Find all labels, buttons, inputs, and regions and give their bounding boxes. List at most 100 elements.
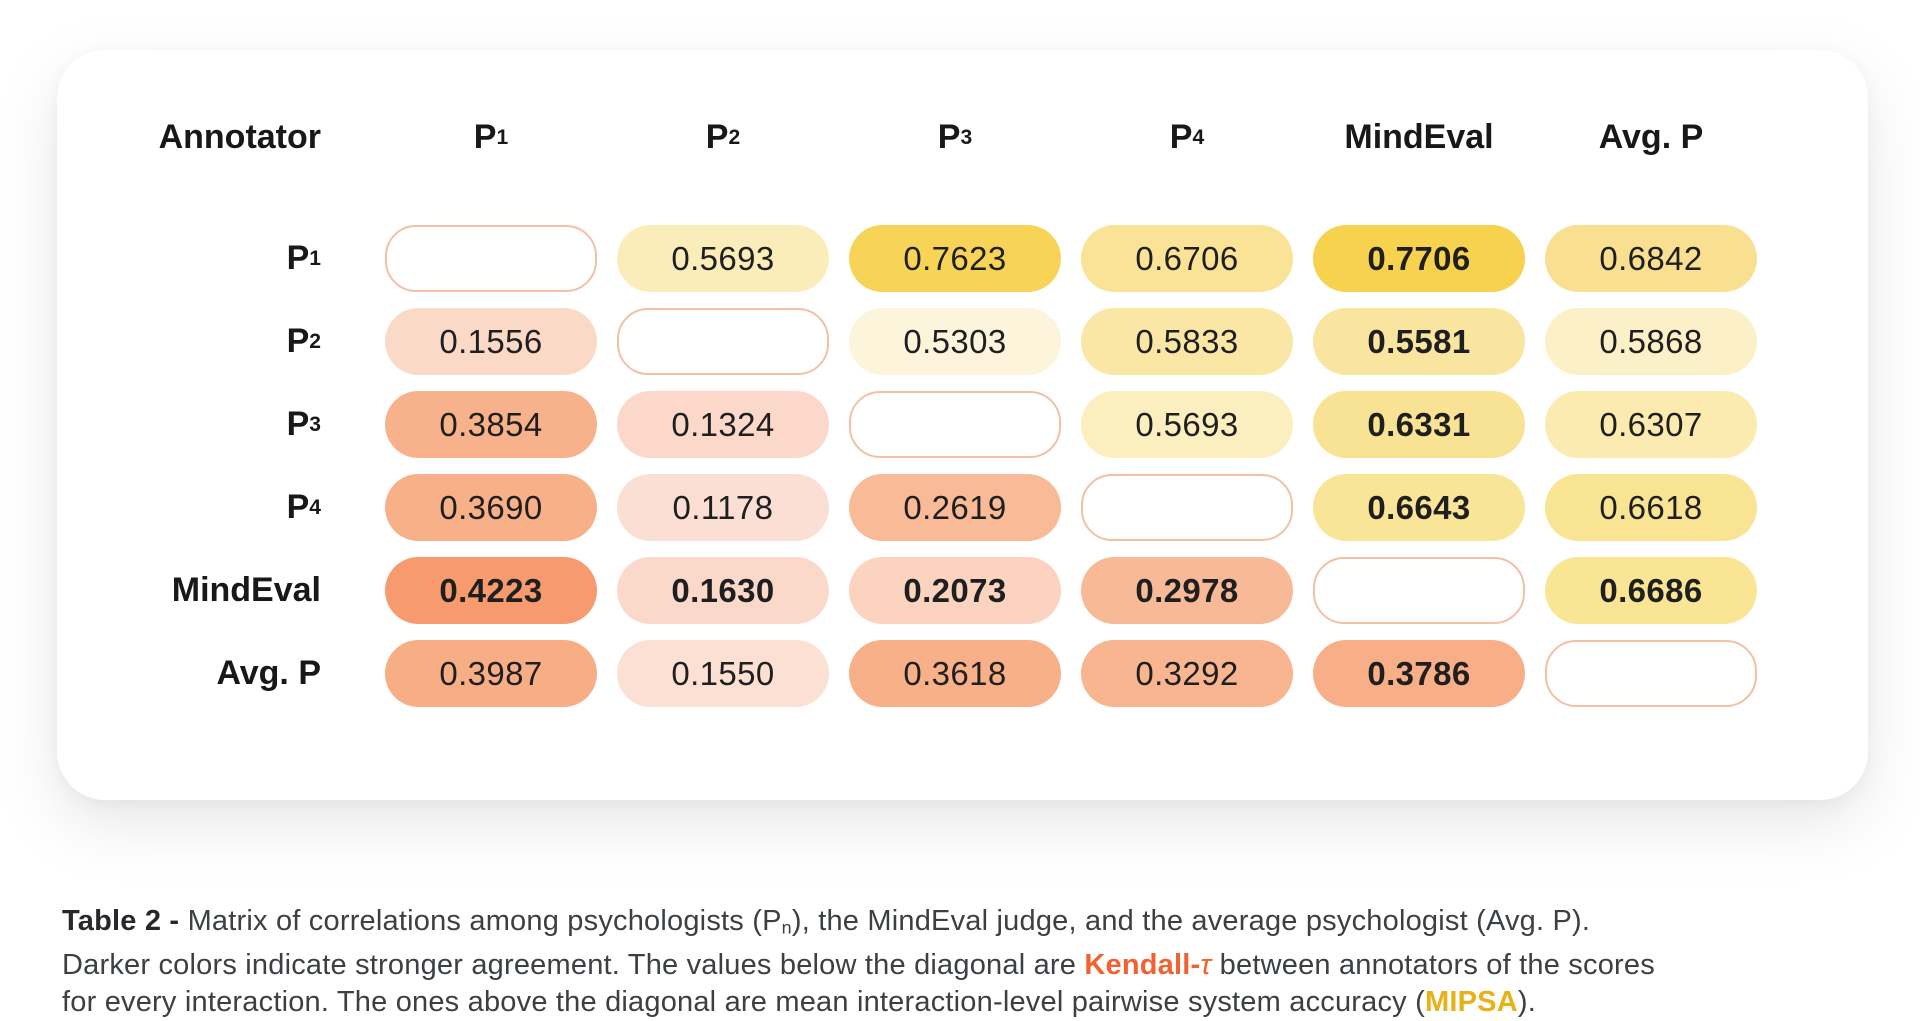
- matrix-cell-mindeval-p4: 0.2978: [1071, 557, 1303, 640]
- diagonal-empty-pill: [385, 225, 597, 292]
- matrix-cell-avg-p-p1: 0.3987: [375, 640, 607, 723]
- matrix-cell-p3-p4: 0.5693: [1071, 391, 1303, 474]
- value-pill: 0.6307: [1545, 391, 1757, 458]
- matrix-cell-p2-p4: 0.5833: [1071, 308, 1303, 391]
- value-pill: 0.3987: [385, 640, 597, 707]
- column-header-mindeval: MindEval: [1303, 50, 1535, 225]
- value-pill: 0.2073: [849, 557, 1061, 624]
- row-label-subscript: 1: [309, 246, 321, 270]
- matrix-cell-p2-p1: 0.1556: [375, 308, 607, 391]
- mipsa-highlight: MIPSA: [1425, 985, 1518, 1018]
- column-header-label: P: [937, 118, 961, 156]
- row-label-subscript: 3: [309, 412, 321, 436]
- matrix-cell-p4-avg-p: 0.6618: [1535, 474, 1767, 557]
- value-pill: 0.7623: [849, 225, 1061, 292]
- column-header-avg-p: Avg. P: [1535, 50, 1767, 225]
- caption-line-1: Table 2 - Matrix of correlations among p…: [62, 903, 1655, 947]
- caption-line-3: for every interaction. The ones above th…: [62, 984, 1655, 1021]
- caption-title: Table 2 -: [62, 905, 188, 937]
- caption-line-2: Darker colors indicate stronger agreemen…: [62, 947, 1655, 984]
- column-header-label: P: [1169, 118, 1193, 156]
- matrix-cell-mindeval-p2: 0.1630: [607, 557, 839, 640]
- column-header-subscript: 2: [728, 125, 741, 149]
- column-header-subscript: 4: [1192, 125, 1205, 149]
- caption-text: n: [781, 917, 792, 938]
- column-header-label: Avg. P: [1598, 118, 1704, 156]
- diagonal-empty-pill: [1545, 640, 1757, 707]
- matrix-cell-mindeval-p1: 0.4223: [375, 557, 607, 640]
- matrix-cell-p2-p2: [607, 308, 839, 391]
- matrix-cell-p2-avg-p: 0.5868: [1535, 308, 1767, 391]
- value-pill: 0.6686: [1545, 557, 1757, 624]
- matrix-cell-p3-avg-p: 0.6307: [1535, 391, 1767, 474]
- matrix-cell-avg-p-p3: 0.3618: [839, 640, 1071, 723]
- matrix-cell-p1-p4: 0.6706: [1071, 225, 1303, 308]
- row-label-subscript: 2: [309, 329, 321, 353]
- row-label-text: P: [286, 239, 310, 277]
- matrix-cell-p3-p3: [839, 391, 1071, 474]
- matrix-cell-p4-mindeval: 0.6643: [1303, 474, 1535, 557]
- value-pill: 0.3854: [385, 391, 597, 458]
- value-pill: 0.5833: [1081, 308, 1293, 375]
- matrix-cell-p1-mindeval: 0.7706: [1303, 225, 1535, 308]
- value-pill: 0.5581: [1313, 308, 1525, 375]
- value-pill: 0.1556: [385, 308, 597, 375]
- value-pill: 0.5693: [617, 225, 829, 292]
- value-pill: 0.5868: [1545, 308, 1757, 375]
- caption-text: for every interaction. The ones above th…: [62, 985, 1425, 1018]
- diagonal-empty-pill: [849, 391, 1061, 458]
- correlation-matrix-table: Annotator P 1 P 2 P 3 P 4 MindEval Avg. P P 1 0.5693 0…: [57, 50, 1767, 723]
- caption-text: ).: [1517, 985, 1536, 1018]
- value-pill: 0.1178: [617, 474, 829, 541]
- matrix-cell-avg-p-avg-p: [1535, 640, 1767, 723]
- caption-text: ), the MindEval judge, and the average p…: [791, 905, 1591, 937]
- matrix-cell-p1-p1: [375, 225, 607, 308]
- diagonal-empty-pill: [1313, 557, 1525, 624]
- matrix-cell-p3-p1: 0.3854: [375, 391, 607, 474]
- matrix-cell-avg-p-mindeval: 0.3786: [1303, 640, 1535, 723]
- matrix-cell-p2-p3: 0.5303: [839, 308, 1071, 391]
- value-pill: 0.6618: [1545, 474, 1757, 541]
- row-label-text: P: [286, 488, 310, 526]
- matrix-cell-avg-p-p2: 0.1550: [607, 640, 839, 723]
- value-pill: 0.2978: [1081, 557, 1293, 624]
- value-pill: 0.5303: [849, 308, 1061, 375]
- matrix-cell-mindeval-avg-p: 0.6686: [1535, 557, 1767, 640]
- column-header-label: P: [705, 118, 729, 156]
- value-pill: 0.3292: [1081, 640, 1293, 707]
- matrix-cell-p1-p2: 0.5693: [607, 225, 839, 308]
- table-caption: Table 2 - Matrix of correlations among p…: [62, 903, 1655, 1021]
- row-label-text: Avg. P: [216, 654, 321, 692]
- matrix-cell-p1-avg-p: 0.6842: [1535, 225, 1767, 308]
- row-label-text: P: [286, 405, 310, 443]
- matrix-cell-p4-p3: 0.2619: [839, 474, 1071, 557]
- diagonal-empty-pill: [1081, 474, 1293, 541]
- matrix-cell-mindeval-mindeval: [1303, 557, 1535, 640]
- row-label-subscript: 4: [309, 495, 321, 519]
- matrix-cell-p3-p2: 0.1324: [607, 391, 839, 474]
- column-header-label: P: [473, 118, 497, 156]
- row-label-avg-p: Avg. P: [57, 640, 375, 707]
- value-pill: 0.3618: [849, 640, 1061, 707]
- row-label-mindeval: MindEval: [57, 557, 375, 624]
- value-pill: 0.1550: [617, 640, 829, 707]
- kendall-tau-highlight: Kendall-: [1084, 948, 1201, 981]
- tau-symbol: τ: [1200, 948, 1212, 981]
- matrix-cell-p4-p4: [1071, 474, 1303, 557]
- column-header-label: MindEval: [1344, 118, 1494, 156]
- matrix-cell-p3-mindeval: 0.6331: [1303, 391, 1535, 474]
- value-pill: 0.1630: [617, 557, 829, 624]
- value-pill: 0.6643: [1313, 474, 1525, 541]
- column-header-subscript: 3: [960, 125, 973, 149]
- column-header-annotator: Annotator: [57, 50, 375, 225]
- value-pill: 0.7706: [1313, 225, 1525, 292]
- row-label-text: P: [286, 322, 310, 360]
- value-pill: 0.6331: [1313, 391, 1525, 458]
